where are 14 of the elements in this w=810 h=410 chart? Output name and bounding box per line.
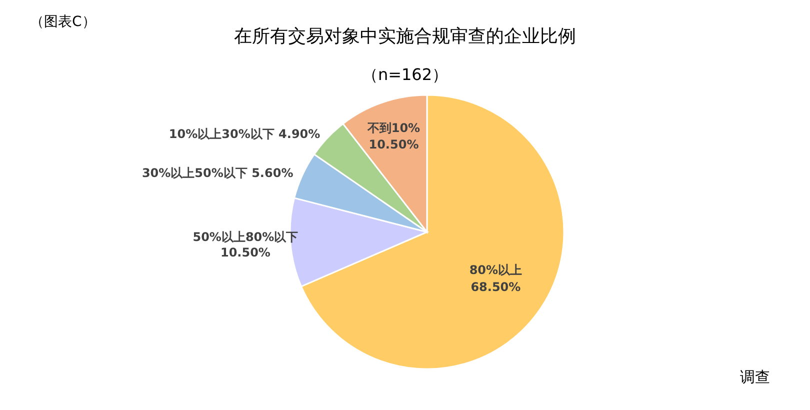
chart-subtitle: （n=162） bbox=[362, 65, 448, 84]
slice-label: 10%以上30%以下 bbox=[168, 126, 274, 141]
slice-label: 30%以上50%以下 bbox=[142, 166, 248, 180]
data-label: 10.50% bbox=[220, 245, 270, 260]
data-label: 10.50% bbox=[368, 138, 419, 152]
chart-title: 在所有交易对象中实施合规审查的企业比例 bbox=[234, 26, 576, 47]
data-label: 5.60% bbox=[252, 166, 294, 180]
slice-label: 50%以上80%以下 bbox=[192, 230, 298, 244]
data-label: 4.90% bbox=[278, 126, 320, 141]
slice-label: 不到10% bbox=[366, 120, 420, 135]
data-label: 68.50% bbox=[470, 280, 521, 294]
text: 调查 bbox=[740, 368, 770, 386]
text: （图表C） bbox=[30, 14, 96, 30]
slice-label: 80%以上 bbox=[469, 263, 522, 278]
